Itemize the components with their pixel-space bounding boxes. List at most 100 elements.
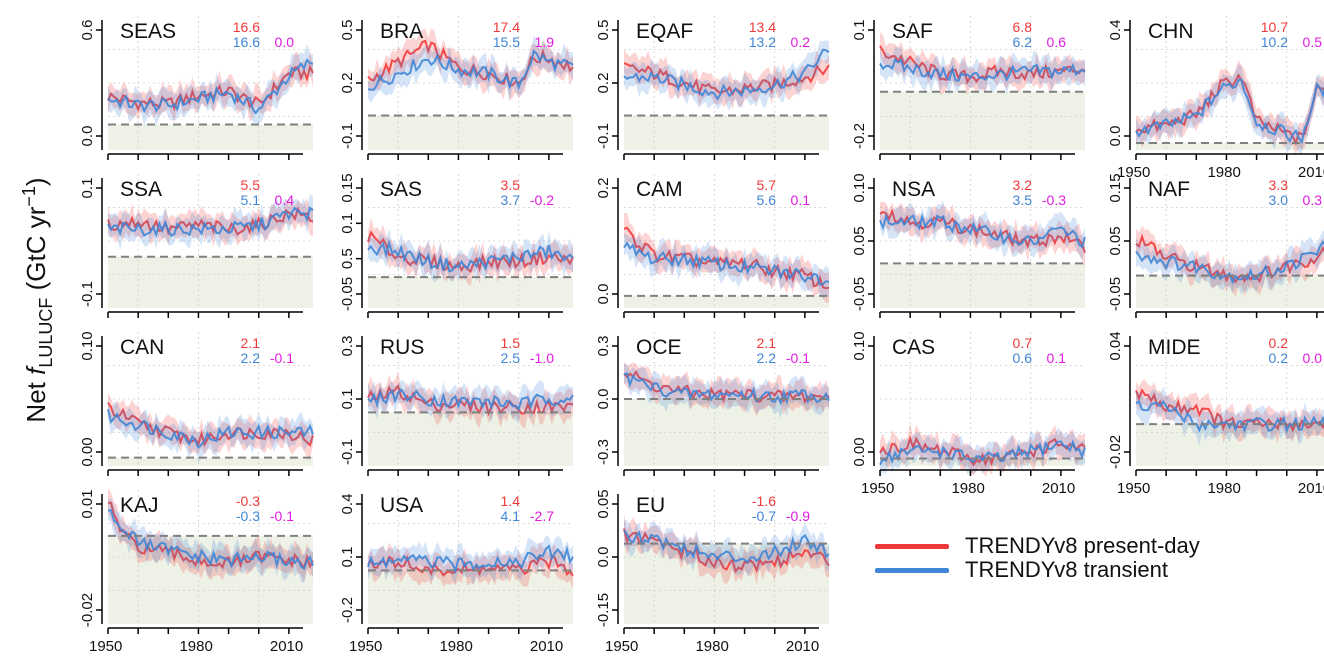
- negative-region: [1136, 275, 1324, 308]
- panel-title: SEAS: [120, 20, 176, 43]
- y-tick-label: 0.1: [851, 20, 868, 41]
- x-tick-label: 2010: [1041, 480, 1076, 497]
- negative-region: [108, 256, 313, 308]
- negative-region: [624, 295, 829, 308]
- uncertainty-band-transient: [368, 228, 573, 283]
- difference-value: -0.1: [270, 508, 294, 524]
- x-tick-label: 2010: [529, 638, 564, 655]
- present-day-value: 2.1: [241, 335, 261, 351]
- x-tick-label: 1950: [349, 638, 383, 655]
- series-line-transient: [367, 544, 574, 575]
- y-tick-label: 0.00: [851, 437, 868, 466]
- transient-value: 6.2: [1013, 34, 1033, 50]
- present-day-value: 3.3: [1269, 177, 1289, 193]
- y-tick-label: 0.3: [339, 336, 356, 357]
- panel-title: CAN: [120, 336, 164, 359]
- negative-region: [368, 115, 573, 150]
- uncertainty-band-transient: [1136, 64, 1324, 154]
- y-tick-label: 0.0: [595, 547, 612, 568]
- series-line-present: [367, 230, 574, 274]
- y-tick-label: 0.5: [339, 248, 356, 269]
- y-tick-label: 0.10: [851, 331, 868, 360]
- uncertainty-band-transient: [108, 193, 313, 250]
- x-tick-label: 1980: [1207, 480, 1241, 497]
- series-line-present: [879, 435, 1086, 467]
- difference-value: -2.7: [530, 508, 554, 524]
- transient-value: 3.5: [1013, 192, 1033, 208]
- panel-title: BRA: [380, 20, 423, 43]
- y-tick-label: 0.00: [79, 437, 96, 466]
- x-tick-labels-eu: 1950 1980 2010: [584, 638, 834, 658]
- y-tick-label: 0.05: [1107, 226, 1124, 255]
- transient-value: 15.5: [493, 34, 520, 50]
- series-line-transient: [367, 49, 574, 91]
- negative-region: [624, 115, 829, 150]
- series-line-transient: [879, 439, 1086, 466]
- panel-kaj: -0.02 0.01 KAJ -0.3-0.3 -0.1: [79, 488, 314, 634]
- y-tick-label: 0.4: [339, 494, 356, 515]
- panel-saf: -0.2 0.1 SAF 6.86.2 0.6: [851, 16, 1086, 160]
- uncertainty-band-transient: [624, 519, 829, 578]
- series-line-present: [1135, 233, 1324, 284]
- present-day-value: 10.7: [1261, 19, 1288, 35]
- present-day-value: 5.5: [241, 177, 261, 193]
- panel-title: OCE: [636, 336, 682, 359]
- series-line-transient: [107, 509, 314, 571]
- series-line-present: [879, 208, 1086, 253]
- transient-value: -0.7: [752, 508, 776, 524]
- uncertainty-band-transient: [624, 40, 829, 111]
- present-day-value: 6.8: [1013, 19, 1033, 35]
- negative-region: [108, 124, 313, 150]
- x-tick-label: 1980: [695, 638, 729, 655]
- panel-title: EU: [636, 494, 665, 517]
- y-axis-label-units: (GtC yr: [21, 206, 51, 297]
- difference-value: 0.0: [1303, 350, 1323, 366]
- legend-swatch-present-day: [875, 543, 949, 549]
- panel-naf: -0.05 0.05 0.15 NAF 3.33.0 0.3: [1107, 173, 1324, 318]
- panel-eqaf: -0.1 0.2 0.5 EQAF 13.413.2 0.2: [595, 16, 830, 160]
- y-tick-label: 0.5: [595, 20, 612, 41]
- y-tick-label: 0.5: [339, 20, 356, 41]
- panel-usa: -0.2 0.1 0.4 USA 1.44.1 -2.7: [339, 490, 574, 634]
- present-day-value: 0.7: [1013, 335, 1033, 351]
- uncertainty-band-transient: [1136, 229, 1324, 295]
- panel-eu: -0.15 0.0 0.05 EU -1.6-0.7 -0.9: [595, 489, 830, 634]
- panel-title: EQAF: [636, 20, 693, 43]
- negative-region: [368, 570, 573, 624]
- series-line-transient: [1135, 78, 1324, 145]
- y-tick-label: 0.2: [339, 73, 356, 94]
- panel-sas: -0.05 0.5 0.1 0.15 SAS 3.53.7 -0.2: [339, 173, 574, 318]
- y-axis-label-svg: Net fLULUCF (GtC yr−1): [19, 177, 56, 422]
- legend-item-transient: TRENDYv8 transient: [875, 557, 1200, 582]
- x-tick-label: 2010: [785, 638, 820, 655]
- legend-item-present-day: TRENDYv8 present-day: [875, 533, 1200, 558]
- x-tick-label: 1950: [861, 480, 895, 497]
- series-line-transient: [623, 372, 830, 406]
- transient-value: 3.7: [501, 192, 521, 208]
- present-day-value: 5.7: [757, 177, 777, 193]
- panel-nsa: -0.05 0.05 0.10 NSA 3.23.5 -0.3: [851, 173, 1086, 318]
- difference-value: 0.1: [791, 192, 811, 208]
- negative-region: [368, 412, 573, 466]
- transient-value: 5.1: [241, 192, 261, 208]
- difference-value: -1.0: [530, 350, 554, 366]
- y-tick-label: 0.01: [79, 489, 96, 518]
- y-tick-label: 0.2: [595, 73, 612, 94]
- y-tick-label: 0.1: [339, 213, 356, 234]
- x-tick-labels-cas: 1950 1980 2010: [840, 480, 1090, 500]
- panel-title: NAF: [1148, 178, 1190, 201]
- difference-value: -0.9: [786, 508, 810, 524]
- y-axis-label-superscript: −1: [19, 186, 39, 207]
- uncertainty-band-present: [624, 514, 829, 585]
- y-tick-label: 0.4: [1107, 20, 1124, 41]
- panel-can: 0.00 0.10 CAN 2.12.2 -0.1: [79, 331, 314, 476]
- y-tick-label: 0.3: [595, 336, 612, 357]
- present-day-value: -0.3: [236, 493, 260, 509]
- x-tick-labels-kaj: 1950 1980 2010: [68, 638, 318, 658]
- series-line-transient: [367, 239, 574, 273]
- difference-value: 0.4: [275, 192, 295, 208]
- series-line-transient: [623, 529, 830, 564]
- panel-oce: -0.3 0.0 0.3 OCE 2.12.2 -0.1: [595, 332, 830, 476]
- x-tick-label: 2010: [1297, 480, 1324, 497]
- y-tick-label: -0.2: [851, 123, 868, 149]
